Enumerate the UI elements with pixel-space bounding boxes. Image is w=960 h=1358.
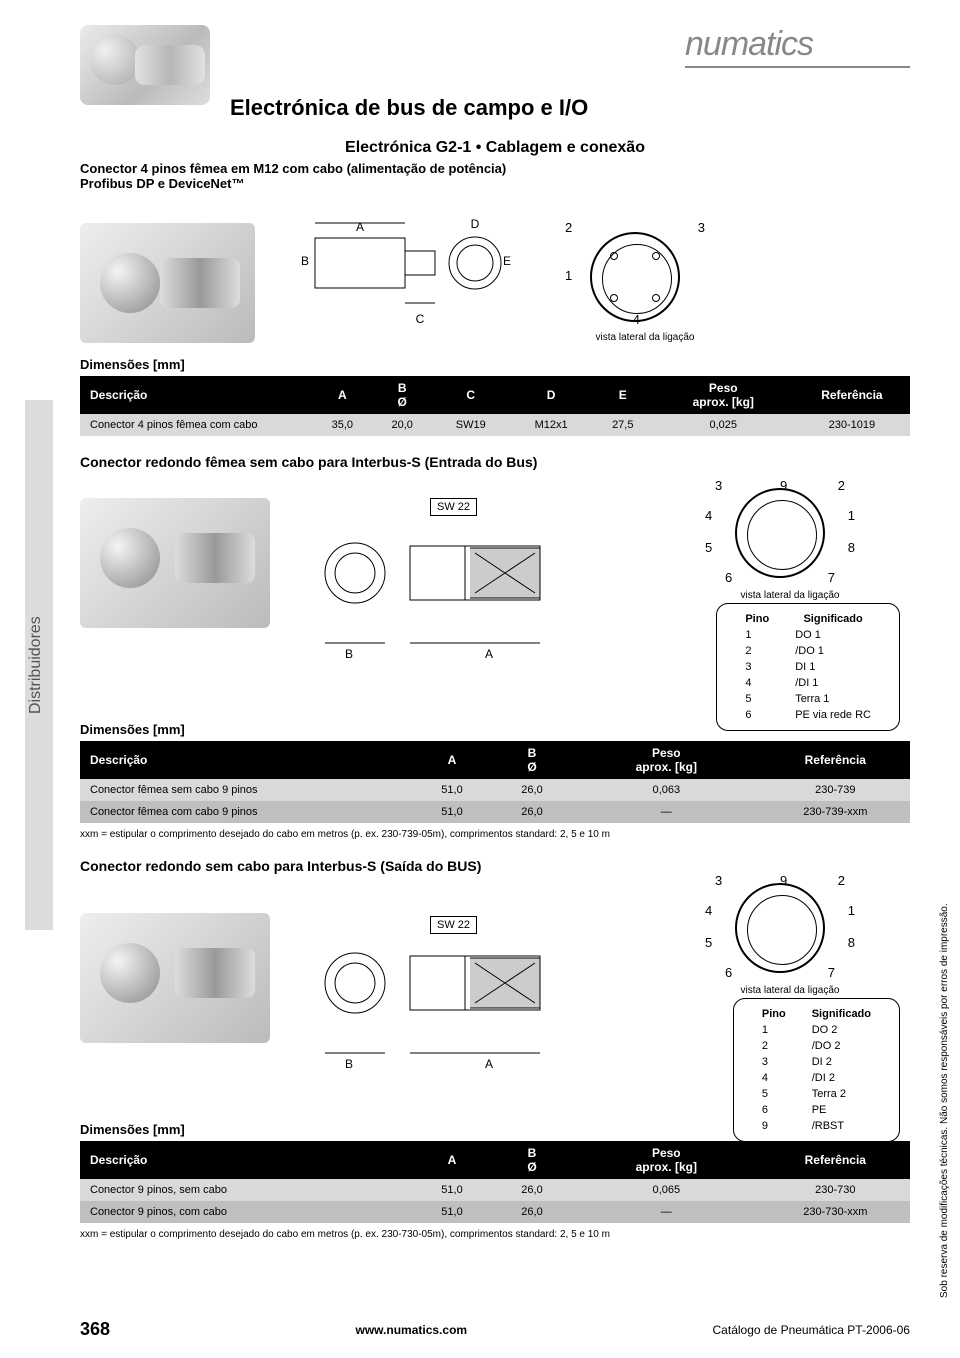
- cell-D: M12x1: [509, 414, 592, 436]
- p8: 8: [848, 540, 855, 555]
- table-3: Descrição A BØ Pesoaprox. [kg] Referênci…: [80, 1141, 910, 1223]
- hero-connector-image: [80, 25, 210, 105]
- brand-text: numatics: [685, 25, 813, 63]
- view-caption-1: vista lateral da ligação: [545, 332, 745, 343]
- p7: 7: [828, 570, 835, 585]
- pin-1: 1: [565, 268, 572, 283]
- sub-title: Electrónica G2-1 • Cablagem e conexão: [80, 139, 910, 157]
- brand-logo: numatics: [685, 25, 910, 68]
- section3-title: Conector redondo sem cabo para Interbus-…: [80, 858, 910, 874]
- table-2: Descrição A BØ Pesoaprox. [kg] Referênci…: [80, 741, 910, 823]
- cell-E: 27,5: [593, 414, 653, 436]
- section1-line1: Conector 4 pinos fêmea em M12 com cabo (…: [80, 161, 910, 176]
- section1-line2: Profibus DP e DeviceNet™: [80, 176, 910, 191]
- pin-2: 2: [565, 220, 572, 235]
- th-peso: Pesoaprox. [kg]: [572, 741, 761, 779]
- technical-drawing-2: B A SW 22: [310, 498, 570, 678]
- view-caption-3: vista lateral da ligação: [690, 985, 890, 996]
- dim-A: A: [356, 220, 364, 234]
- side-tab: Distribuidores: [25, 400, 53, 930]
- section2-title: Conector redondo fêmea sem cabo para Int…: [80, 454, 910, 470]
- technical-drawing-1: A B E D C: [275, 203, 525, 343]
- th-A: A: [412, 741, 492, 779]
- pin-legend-2: PinoSignificado 1DO 2 2/DO 2 3DI 2 4/DI …: [733, 998, 900, 1142]
- th-A: A: [312, 376, 372, 414]
- cell-peso: 0,025: [653, 414, 794, 436]
- th-desc: Descrição: [80, 376, 312, 414]
- sig-col: Significado: [783, 612, 883, 626]
- footer-catalog: Catálogo de Pneumática PT-2006-06: [713, 1323, 910, 1337]
- connector-photo-3: [80, 913, 270, 1043]
- cell-A: 35,0: [312, 414, 372, 436]
- dim-D: D: [471, 217, 480, 231]
- connector-photo-2: [80, 498, 270, 628]
- p9: 9: [780, 478, 787, 493]
- th-E: E: [593, 376, 653, 414]
- view-caption-2: vista lateral da ligação: [690, 590, 890, 601]
- pin-3: 3: [698, 220, 705, 235]
- pin-diagram-4: 2 3 1 4: [545, 220, 725, 330]
- p2: 2: [838, 478, 845, 493]
- cell-ref: 230-1019: [794, 414, 910, 436]
- table-row: Conector 9 pinos, com cabo51,026,0—230-7…: [80, 1201, 910, 1223]
- p1: 1: [848, 508, 855, 523]
- dim-title-1: Dimensões [mm]: [80, 357, 910, 372]
- th-ref: Referência: [761, 741, 910, 779]
- dim-C: C: [416, 312, 425, 326]
- th-C: C: [432, 376, 509, 414]
- table-row: Conector fêmea com cabo 9 pinos51,026,0—…: [80, 801, 910, 823]
- table-row: Conector fêmea sem cabo 9 pinos51,026,00…: [80, 779, 910, 801]
- pin-diagram-9a: 3 9 2 4 1 5 8 6 7: [690, 478, 870, 588]
- pin-col: Pino: [733, 612, 781, 626]
- cell-B: 20,0: [372, 414, 432, 436]
- pin-diagram-9b: 3 9 2 4 1 5 8 6 7: [690, 873, 870, 983]
- sw22-label-2: SW 22: [430, 916, 477, 934]
- dim-E: E: [503, 254, 511, 268]
- th-D: D: [509, 376, 592, 414]
- th-B: BØ: [492, 741, 572, 779]
- sw22-label-1: SW 22: [430, 498, 477, 516]
- th-ref: Referência: [794, 376, 910, 414]
- technical-drawing-3: B A SW 22: [310, 908, 570, 1088]
- th-peso: Pesoaprox. [kg]: [653, 376, 794, 414]
- footnote-1: xxm = estipular o comprimento desejado d…: [80, 829, 910, 840]
- p5: 5: [705, 540, 712, 555]
- svg-text:A: A: [485, 1057, 493, 1071]
- svg-text:B: B: [345, 1057, 353, 1071]
- p3: 3: [715, 478, 722, 493]
- footer-url: www.numatics.com: [355, 1323, 467, 1337]
- th-desc: Descrição: [80, 741, 412, 779]
- pin-legend-1: PinoSignificado 1DO 1 2/DO 1 3DI 1 4/DI …: [716, 603, 900, 731]
- th-B: BØ: [372, 376, 432, 414]
- doc-title: Electrónica de bus de campo e I/O: [230, 95, 910, 121]
- table-row: Conector 9 pinos, sem cabo51,026,00,0652…: [80, 1179, 910, 1201]
- cell-desc: Conector 4 pinos fêmea com cabo: [80, 414, 312, 436]
- page-footer: 368 www.numatics.com Catálogo de Pneumát…: [80, 1319, 910, 1340]
- svg-text:B: B: [345, 647, 353, 661]
- side-disclaimer: Sob reserva de modificações técnicas. Nã…: [939, 798, 950, 1298]
- footnote-2: xxm = estipular o comprimento desejado d…: [80, 1229, 910, 1240]
- p6: 6: [725, 570, 732, 585]
- svg-text:A: A: [485, 647, 493, 661]
- connector-photo-1: [80, 223, 255, 343]
- table-row: Conector 4 pinos fêmea com cabo 35,0 20,…: [80, 414, 910, 436]
- page-number: 368: [80, 1319, 110, 1340]
- p4: 4: [705, 508, 712, 523]
- cell-C: SW19: [432, 414, 509, 436]
- pin-4: 4: [633, 312, 640, 327]
- dim-B: B: [301, 254, 309, 268]
- table-1: Descrição A BØ C D E Pesoaprox. [kg] Ref…: [80, 376, 910, 436]
